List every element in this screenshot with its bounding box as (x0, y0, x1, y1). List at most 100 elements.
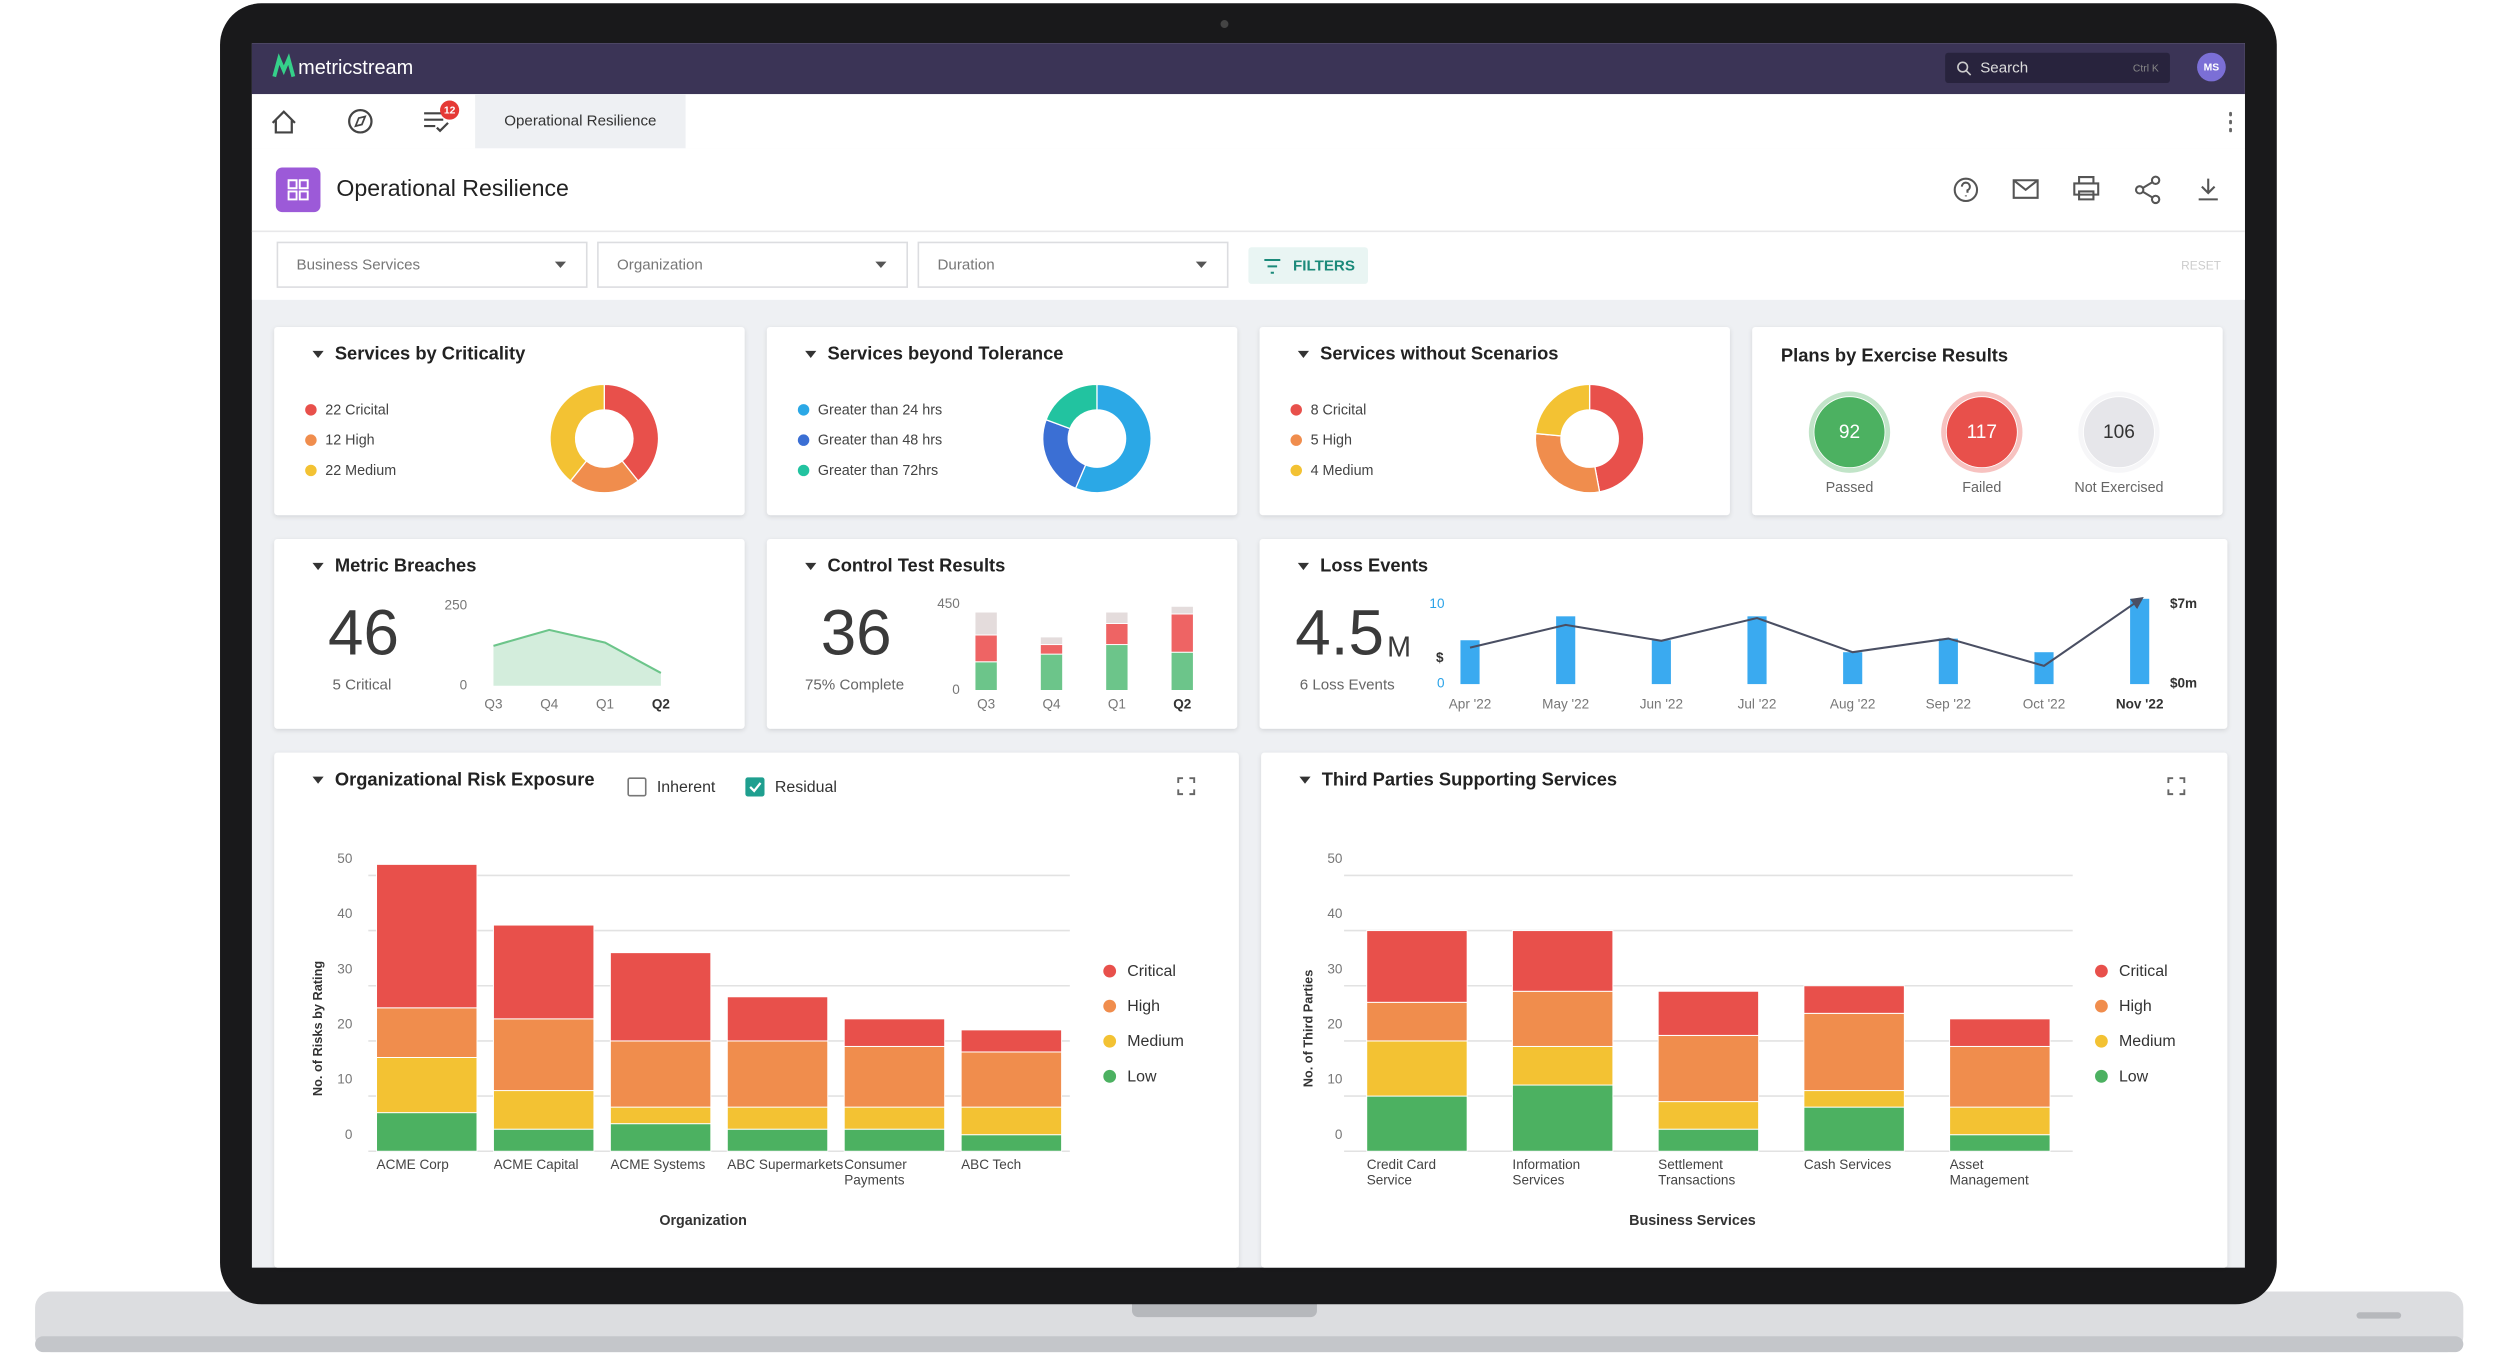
donut-segment (603, 383, 660, 482)
tick-label: 0 (345, 1127, 353, 1142)
legend-dot (305, 464, 317, 477)
bar-segment (726, 996, 829, 1042)
checkmark (749, 782, 762, 793)
tab[interactable] (475, 94, 686, 149)
card-title: Third Parties Supporting Services (1322, 768, 1617, 789)
bar-segment (1511, 1084, 1614, 1152)
card-title: Services beyond Tolerance (827, 343, 1063, 364)
bar-segment (726, 1128, 829, 1152)
x-tick-label: Settlement Transactions (1658, 1156, 1736, 1188)
brand: metricstream (298, 57, 413, 79)
bar-segment (1803, 1012, 1905, 1092)
legend-label: Medium (2119, 1033, 2176, 1050)
legend-label: Critical (1127, 963, 1176, 980)
tick-label: 40 (337, 906, 352, 921)
x-tick-label: ABC Supermarkets (727, 1156, 844, 1172)
bar-segment (1170, 613, 1194, 653)
bar-segment (1949, 1134, 2051, 1152)
bar-segment (609, 1106, 712, 1125)
bar-segment (1170, 605, 1194, 615)
filter-dropdown[interactable] (917, 241, 1229, 288)
card-title: Organizational Risk Exposure (335, 768, 595, 789)
bar-segment (1511, 990, 1614, 1047)
kpi-label: 75% Complete (805, 677, 904, 694)
x-tick-label-box: ABC Tech (961, 1156, 1021, 1172)
x-tick-label-box: Credit Card Service (1367, 1156, 1436, 1188)
explore-needle (354, 115, 367, 128)
x-tick-label: Q2 (1173, 696, 1191, 711)
filter-dropdown[interactable] (276, 241, 588, 288)
collapse-caret[interactable] (1299, 776, 1311, 784)
donut-segment (1534, 432, 1601, 494)
legend-label: 22 Cricital (325, 402, 389, 418)
bar-segment (492, 1128, 595, 1152)
expand-icon[interactable] (1177, 777, 1196, 796)
download-icon[interactable] (2198, 178, 2218, 201)
reset[interactable]: RESET (2181, 259, 2222, 273)
checkbox[interactable] (627, 777, 647, 797)
donut-segment (1074, 383, 1152, 494)
badge (440, 100, 460, 120)
bar (2130, 598, 2150, 685)
bar-segment (960, 1134, 1063, 1152)
collapse-caret[interactable] (312, 776, 324, 784)
collapse-caret[interactable] (805, 350, 817, 359)
kpi-value: 36 (821, 597, 892, 669)
card-title: Services without Scenarios (1320, 343, 1558, 364)
card-title: Metric Breaches (335, 555, 477, 576)
tick-label: 20 (1327, 1017, 1342, 1032)
donut-segment (549, 383, 605, 482)
bar-segment (492, 1018, 595, 1092)
card-title: Plans by Exercise Results (1781, 344, 2008, 365)
bar-segment (1657, 1128, 1760, 1152)
checkbox[interactable] (745, 777, 765, 797)
bar (1556, 616, 1576, 685)
bar (1747, 616, 1767, 685)
collapse-caret[interactable] (1297, 350, 1309, 359)
legend-dot (1103, 1069, 1117, 1083)
bar (1460, 640, 1480, 685)
print-icon[interactable] (2073, 176, 2100, 201)
camera (1220, 20, 1229, 29)
bar-segment (843, 1045, 946, 1108)
x-tick-label: Oct '22 (2023, 696, 2066, 711)
x-tick-label-box: ACME Systems (610, 1156, 706, 1172)
page-icon-grid (287, 179, 309, 201)
laptop-base-edge (35, 1336, 2464, 1353)
x-tick-label: Jun '22 (1640, 696, 1683, 711)
home-icon[interactable] (271, 110, 296, 134)
tick-label: 40 (1327, 906, 1342, 921)
x-tick-label: ACME Systems (610, 1156, 706, 1172)
kpi-ring (2078, 391, 2160, 473)
help-icon[interactable] (1953, 177, 1979, 203)
donut-segment (1588, 383, 1645, 493)
filters-button[interactable] (1248, 247, 1368, 284)
legend-label: High (1127, 998, 1160, 1015)
legend-label: Greater than 24 hrs (818, 402, 942, 418)
collapse-caret[interactable] (1297, 562, 1309, 571)
collapse-caret[interactable] (312, 562, 324, 571)
legend-label: Greater than 72hrs (818, 463, 938, 479)
explore-icon[interactable] (348, 108, 373, 134)
collapse-caret[interactable] (312, 350, 324, 359)
filters-label: FILTERS (1293, 257, 1355, 274)
tasks-icon[interactable] (424, 112, 449, 133)
bar-segment (492, 1090, 595, 1130)
avatar[interactable] (2197, 52, 2226, 82)
x-tick-label: Q1 (596, 696, 614, 711)
search-placeholder: Search (1980, 60, 2028, 77)
bar-segment (726, 1106, 829, 1130)
x-axis-label: Business Services (1629, 1213, 1756, 1229)
search-box[interactable] (1945, 52, 2170, 84)
tick-label: 30 (1327, 961, 1342, 976)
tick-label: 450 (937, 596, 960, 611)
filter-dropdown[interactable] (597, 241, 909, 288)
collapse-caret[interactable] (805, 562, 817, 571)
bar-segment (1366, 930, 1468, 1003)
kpi-ring (1808, 391, 1891, 473)
app-header (251, 43, 2245, 95)
expand-icon[interactable] (2167, 777, 2186, 796)
bar-segment (974, 634, 998, 663)
mail-icon[interactable] (2012, 179, 2039, 199)
bar (1843, 652, 1863, 685)
